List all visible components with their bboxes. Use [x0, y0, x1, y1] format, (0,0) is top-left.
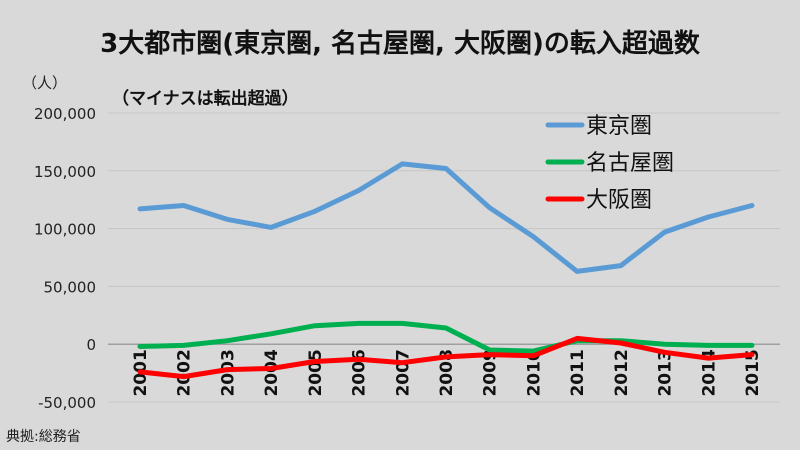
x-tick-label: 2002 [175, 349, 195, 396]
series-line [137, 161, 755, 274]
chart-subtitle: （マイナスは転出超過） [112, 88, 299, 109]
x-tick-label: 2004 [262, 349, 282, 396]
gridlines [108, 112, 780, 403]
y-tick-label: 100,000 [34, 221, 96, 239]
x-tick-label: 2008 [437, 349, 457, 396]
chart-title: 3大都市圏(東京圏, 名古屋圏, 大阪圏)の転入超過数 [100, 28, 701, 59]
x-tick-label: 2015 [743, 349, 763, 396]
series-lines [137, 161, 755, 380]
x-tick-label: 2012 [612, 349, 632, 396]
y-axis: 200,000 150,000 100,000 50,000 0 -50,000 [34, 105, 96, 412]
x-tick-label: 2013 [656, 349, 676, 396]
y-tick-label: 50,000 [44, 278, 97, 296]
x-tick-label: 2007 [393, 349, 413, 396]
y-unit-label: （人） [22, 74, 67, 92]
legend-label: 大阪圏 [586, 188, 652, 213]
x-tick-label: 2006 [350, 349, 370, 396]
x-tick-label: 2014 [699, 349, 719, 396]
legend-label: 名古屋圏 [586, 151, 674, 176]
y-tick-label: -50,000 [38, 394, 96, 412]
legend-label: 東京圏 [586, 114, 652, 139]
x-tick-label: 2011 [568, 349, 588, 396]
x-tick-label: 2010 [524, 349, 544, 396]
x-tick-label: 2003 [218, 349, 238, 396]
y-tick-label: 0 [86, 336, 96, 354]
series-line [137, 335, 755, 380]
series-line [137, 320, 755, 354]
source-note: 典拠:総務省 [6, 429, 81, 445]
x-tick-label: 2005 [306, 349, 326, 396]
y-tick-label: 150,000 [34, 163, 96, 181]
x-tick-label: 2009 [481, 349, 501, 396]
y-tick-label: 200,000 [34, 105, 96, 123]
